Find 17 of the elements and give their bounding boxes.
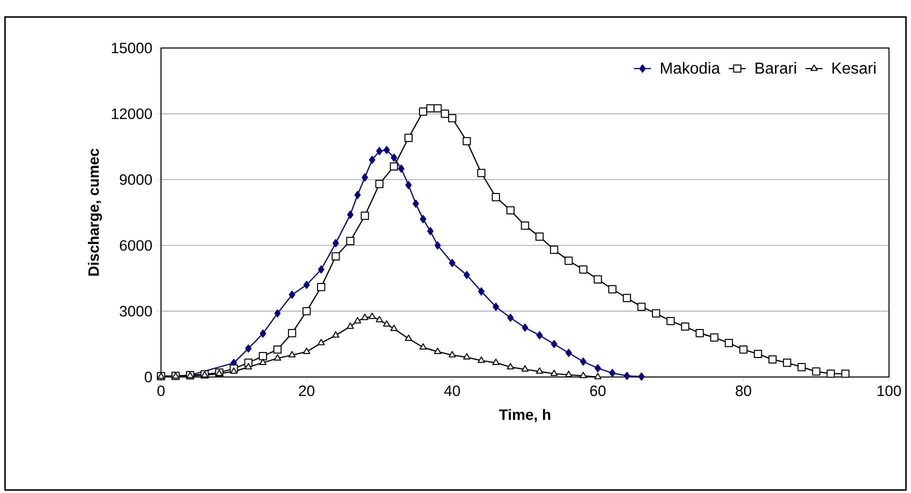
y-tick-label: 15000 <box>112 42 152 54</box>
x-tick-label: 80 <box>736 386 752 396</box>
x-tick-label: 40 <box>444 386 460 396</box>
x-axis-title: Time, h <box>499 408 550 422</box>
y-tick-label: 0 <box>144 372 152 382</box>
legend-label: Makodia <box>660 62 720 74</box>
x-tick-label: 0 <box>157 386 165 396</box>
legend-label: Kesari <box>832 62 876 74</box>
y-tick-label: 9000 <box>120 174 152 185</box>
x-tick-label: 60 <box>590 386 606 396</box>
x-tick-label: 20 <box>299 386 314 396</box>
y-tick-label: 3000 <box>120 306 152 316</box>
y-tick-label: 6000 <box>120 240 152 251</box>
y-axis-title: Discharge, cumec <box>88 148 102 276</box>
x-tick-label: 100 <box>878 386 901 396</box>
legend-label: Barari <box>756 62 796 74</box>
y-tick-label: 12000 <box>112 108 152 120</box>
